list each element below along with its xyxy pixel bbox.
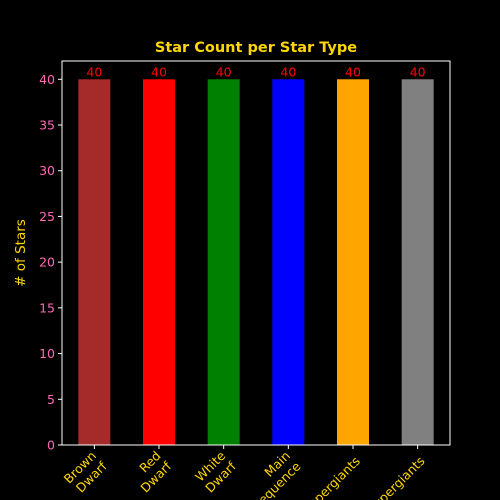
y-tick-label: 15 — [39, 300, 55, 315]
plot-frame — [61, 60, 451, 446]
data-label: 40 — [151, 64, 167, 79]
y-tick-label: 25 — [39, 209, 55, 224]
y-axis-ticks: 0 5 10 15 20 25 30 35 40 — [39, 72, 62, 453]
data-labels: 40 40 40 40 40 40 — [86, 64, 425, 79]
y-tick-label: 0 — [47, 438, 55, 453]
data-label: 40 — [410, 64, 426, 79]
y-tick-label: 5 — [47, 392, 55, 407]
data-label: 40 — [86, 64, 102, 79]
bar — [78, 79, 111, 446]
y-tick-label: 35 — [39, 118, 55, 133]
data-label: 40 — [280, 64, 296, 79]
chart-title: Star Count per Star Type — [155, 40, 357, 56]
bar — [272, 79, 305, 446]
y-tick-label: 20 — [39, 255, 55, 270]
bar — [143, 79, 175, 446]
y-tick-label: 10 — [39, 346, 55, 361]
bar — [401, 79, 434, 446]
bar — [337, 79, 369, 446]
data-label: 40 — [216, 64, 232, 79]
y-axis-label: # of Stars — [13, 219, 29, 287]
data-label: 40 — [345, 64, 361, 79]
bars — [78, 79, 434, 446]
y-tick-label: 40 — [39, 72, 55, 87]
y-tick-label: 30 — [39, 163, 55, 178]
bar — [207, 79, 240, 446]
